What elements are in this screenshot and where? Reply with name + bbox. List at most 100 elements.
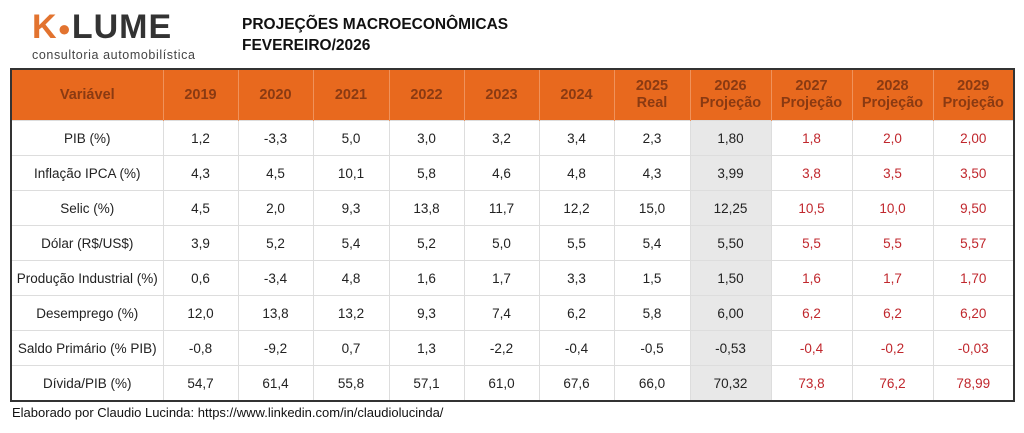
header-year: 2024 [538, 69, 614, 121]
header-row: Variável 2019 2020 2021 2022 2023 2024 2025 Real… [11, 69, 1014, 121]
table-row: Desemprego (%) 12,0 13,8 13,2 9,3 7,4 6,2 5,8 6,… [10, 295, 1015, 331]
header-label: 2025 [635, 78, 669, 94]
header-label: 2019 [184, 86, 217, 103]
header-year: 2020 [237, 69, 313, 121]
value-cell: 3,8 [770, 155, 853, 191]
value-cell: 4,8 [312, 260, 390, 296]
row-label: Selic (%) [10, 190, 164, 226]
value-cell: 3,50 [932, 155, 1015, 191]
value-cell: 1,7 [463, 260, 540, 296]
row-label: Desemprego (%) [10, 295, 164, 331]
header-year: 2025 Real [613, 69, 690, 121]
value-cell: 5,2 [388, 225, 465, 261]
header-year: 2022 [388, 69, 464, 121]
value-cell: -9,2 [237, 330, 314, 366]
header-year: 2029 Projeção [932, 69, 1014, 121]
value-cell: 4,5 [237, 155, 314, 191]
value-cell: 4,3 [162, 155, 239, 191]
table-row: Inflação IPCA (%) 4,3 4,5 10,1 5,8 4,6 4,8 4,3 3… [10, 155, 1015, 191]
klume-logo: K●LUME consultoria automobilística [32, 10, 214, 62]
value-cell: 6,20 [932, 295, 1015, 331]
value-cell: 3,3 [538, 260, 615, 296]
value-cell: 9,3 [388, 295, 465, 331]
value-cell: 4,3 [613, 155, 691, 191]
row-label: Saldo Primário (% PIB) [10, 330, 164, 366]
value-cell: -0,5 [613, 330, 691, 366]
value-cell: 54,7 [162, 365, 239, 402]
row-label: Inflação IPCA (%) [10, 155, 164, 191]
header-label: 2021 [334, 86, 368, 103]
value-cell: 5,0 [312, 120, 390, 156]
logo-subtitle: consultoria automobilística [32, 48, 196, 63]
value-cell: 1,3 [388, 330, 465, 366]
value-cell: 1,6 [388, 260, 465, 296]
row-label: Produção Industrial (%) [10, 260, 164, 296]
table-row: Dívida/PIB (%) 54,7 61,4 55,8 57,1 61,0 67,6 66… [10, 365, 1015, 402]
header-label: 2027 [795, 78, 828, 94]
value-cell: 61,0 [463, 365, 540, 402]
value-cell: -0,4 [538, 330, 615, 366]
header-label: Variável [59, 86, 115, 103]
value-cell: 1,5 [613, 260, 691, 296]
value-cell: 1,6 [770, 260, 853, 296]
header-label: 2024 [560, 86, 593, 103]
value-cell: 3,2 [463, 120, 540, 156]
value-cell: 3,4 [538, 120, 615, 156]
logo-lume: LUME [71, 8, 173, 46]
value-cell: 5,4 [312, 225, 390, 261]
value-cell: 66,0 [613, 365, 691, 402]
value-cell: 1,2 [162, 120, 239, 156]
value-cell: -0,8 [162, 330, 239, 366]
table-row: Selic (%) 4,5 2,0 9,3 13,8 11,7 12,2 15,0 12,25 1… [10, 190, 1015, 226]
page-title: PROJEÇÕES MACROECONÔMICAS FEVEREIRO/2026 [242, 14, 508, 56]
value-cell: 5,8 [388, 155, 465, 191]
value-cell: 5,0 [463, 225, 540, 261]
value-cell: -0,03 [932, 330, 1015, 366]
value-cell: 61,4 [237, 365, 314, 402]
title-line-2: FEVEREIRO/2026 [242, 37, 371, 54]
value-cell: 12,25 [689, 190, 772, 226]
header-year: 2021 [312, 69, 389, 121]
projections-table: Variável 2019 2020 2021 2022 2023 2024 2025 Real… [10, 68, 1015, 402]
header-label: 2020 [259, 86, 292, 103]
header-variable: Variável [11, 69, 163, 121]
value-cell: 70,32 [689, 365, 772, 402]
header-year: 2023 [463, 69, 539, 121]
row-label: Dívida/PIB (%) [10, 365, 164, 402]
title-line-1: PROJEÇÕES MACROECONÔMICAS [242, 16, 509, 33]
value-cell: 1,8 [770, 120, 853, 156]
value-cell: 3,5 [851, 155, 934, 191]
value-cell: 13,2 [312, 295, 390, 331]
value-cell: 1,50 [689, 260, 772, 296]
value-cell: 5,5 [538, 225, 615, 261]
value-cell: 12,0 [162, 295, 239, 331]
value-cell: -0,53 [689, 330, 772, 366]
value-cell: -2,2 [463, 330, 540, 366]
value-cell: 1,70 [932, 260, 1015, 296]
value-cell: 5,4 [613, 225, 691, 261]
value-cell: 6,2 [851, 295, 934, 331]
header-label: 2029 [957, 78, 990, 94]
value-cell: -0,4 [770, 330, 853, 366]
value-cell: 1,7 [851, 260, 934, 296]
value-cell: 78,99 [932, 365, 1015, 402]
row-label: Dólar (R$/US$) [10, 225, 164, 261]
value-cell: 10,0 [851, 190, 934, 226]
row-label: PIB (%) [10, 120, 164, 156]
value-cell: 2,0 [237, 190, 314, 226]
value-cell: 4,8 [538, 155, 615, 191]
value-cell: 3,99 [689, 155, 772, 191]
header-year: 2027 Projeção [770, 69, 852, 121]
header-year: 2019 [162, 69, 238, 121]
value-cell: 73,8 [770, 365, 853, 402]
value-cell: 12,2 [538, 190, 615, 226]
value-cell: 13,8 [237, 295, 314, 331]
header-sublabel: Projeção [861, 95, 924, 111]
logo-dot: ● [57, 16, 72, 42]
value-cell: 6,00 [689, 295, 772, 331]
table-row: Saldo Primário (% PIB) -0,8 -9,2 0,7 1,3 -2,2… [10, 330, 1015, 366]
footer-credit: Elaborado por Claudio Lucinda: https://w… [12, 405, 444, 420]
value-cell: 76,2 [851, 365, 934, 402]
value-cell: 11,7 [463, 190, 540, 226]
table-row: Produção Industrial (%) 0,6 -3,4 4,8 1,6 1,7 3… [10, 260, 1015, 296]
